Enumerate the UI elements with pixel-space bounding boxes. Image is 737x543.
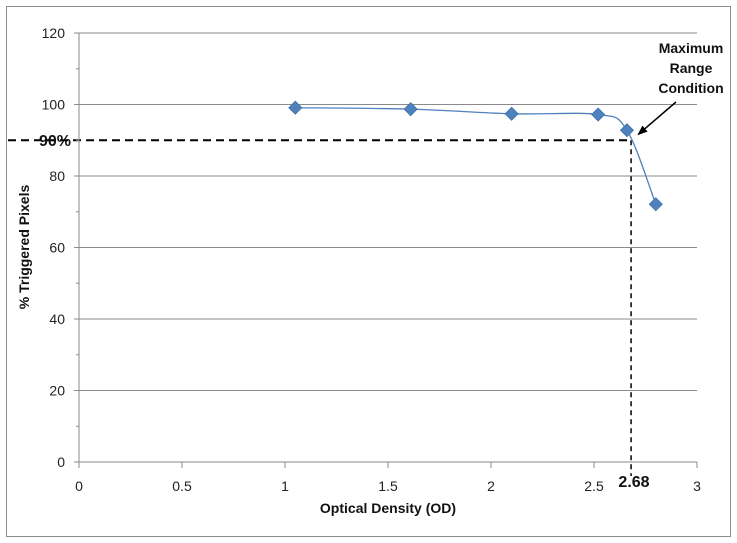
threshold-lines (8, 101, 677, 476)
x-axis-title: Optical Density (OD) (320, 500, 456, 516)
chart-frame (6, 6, 731, 537)
axes: 0 20 40 60 80 100 120 0 0.5 1 1.5 2 2.5 3 (42, 25, 701, 494)
data-point-1 (403, 102, 418, 117)
x-tick-label-0: 0 (75, 478, 83, 494)
y-tick-label-3: 60 (49, 240, 65, 256)
callout-arrow (637, 101, 677, 136)
y-tick-label-5: 100 (42, 97, 66, 113)
x-tick-label-4: 2 (487, 478, 495, 494)
threshold-y-label: 90% (39, 133, 71, 150)
x-tick-label-6: 3 (693, 478, 701, 494)
gridlines (79, 32, 697, 391)
data-series (288, 100, 663, 212)
x-tick-label-1: 0.5 (172, 478, 192, 494)
x-tick-label-2: 1 (281, 478, 289, 494)
y-tick-label-4: 80 (49, 168, 65, 184)
data-point-3 (591, 107, 606, 122)
y-tick-label-0: 0 (57, 454, 65, 470)
y-tick-label-1: 20 (49, 383, 65, 399)
callout-line-3: Condition (658, 80, 723, 96)
y-axis-title: % Triggered Pixels (16, 185, 32, 310)
callout-line-2: Range (670, 60, 713, 76)
data-point-5 (648, 197, 663, 212)
y-tick-label-2: 40 (49, 311, 65, 327)
data-point-2 (504, 106, 519, 121)
callout-line-1: Maximum (659, 40, 724, 56)
threshold-x-label: 2.68 (618, 474, 649, 491)
y-tick-label-6: 120 (42, 25, 66, 41)
data-point-0 (288, 100, 303, 115)
x-tick-label-5: 2.5 (584, 478, 604, 494)
x-tick-label-3: 1.5 (378, 478, 398, 494)
labels: Optical Density (OD) % Triggered Pixels … (16, 40, 724, 516)
data-point-4 (619, 123, 635, 138)
series-line (295, 107, 657, 205)
